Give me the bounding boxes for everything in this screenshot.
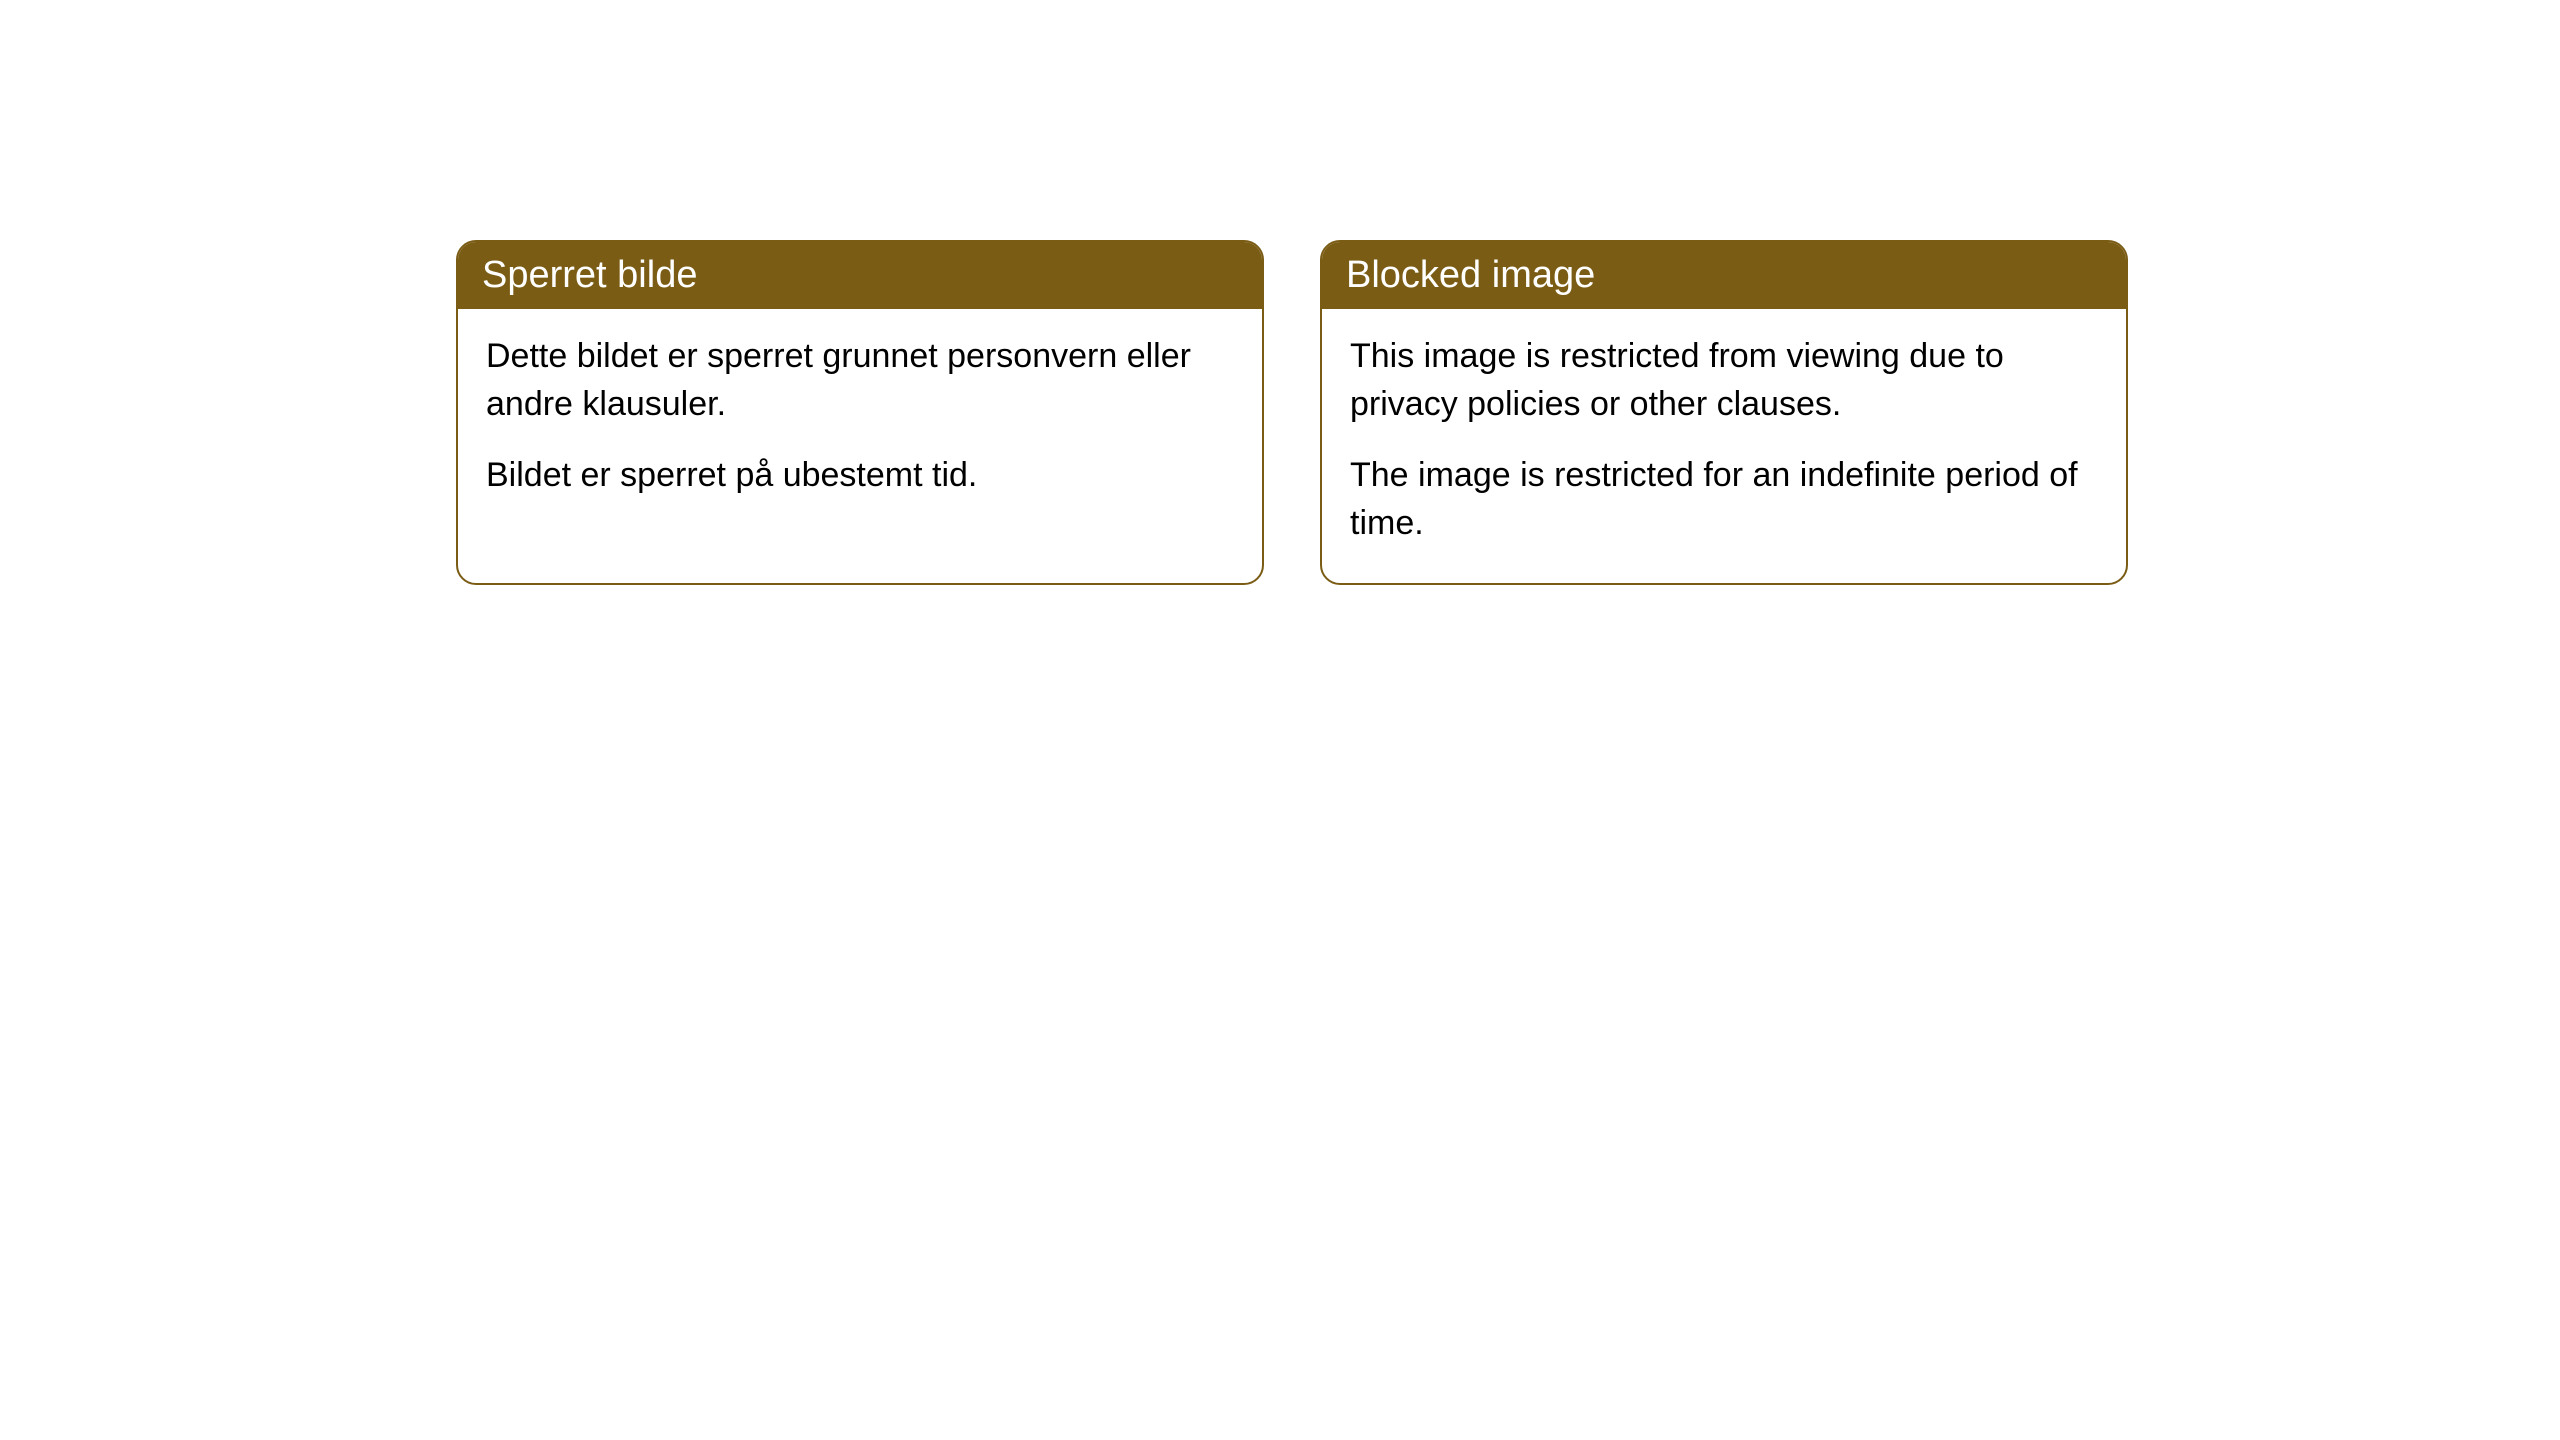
card-paragraph: The image is restricted for an indefinit… [1350,452,2098,547]
card-title: Sperret bilde [482,254,697,296]
card-body: This image is restricted from viewing du… [1322,309,2126,583]
card-header: Blocked image [1322,242,2126,309]
notice-container: Sperret bilde Dette bildet er sperret gr… [0,0,2560,585]
notice-card-english: Blocked image This image is restricted f… [1320,240,2128,585]
card-title: Blocked image [1346,254,1595,296]
card-paragraph: This image is restricted from viewing du… [1350,333,2098,428]
card-paragraph: Bildet er sperret på ubestemt tid. [486,452,1234,500]
card-paragraph: Dette bildet er sperret grunnet personve… [486,333,1234,428]
card-body: Dette bildet er sperret grunnet personve… [458,309,1262,536]
notice-card-norwegian: Sperret bilde Dette bildet er sperret gr… [456,240,1264,585]
card-header: Sperret bilde [458,242,1262,309]
